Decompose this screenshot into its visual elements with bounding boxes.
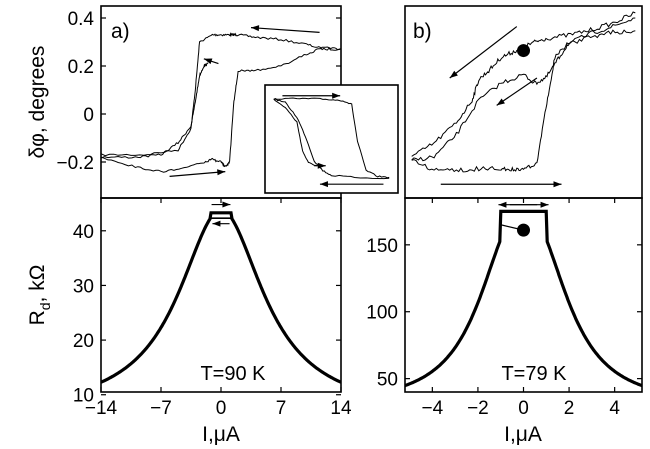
panel-c-ytick-label: 30 (73, 276, 94, 297)
panel-d-arrow-0-head (540, 201, 549, 208)
inset-arrow-2-head (317, 162, 326, 169)
inset-series-0 (273, 97, 390, 179)
panel-d-xtick-label: −4 (422, 398, 444, 419)
panel-d-xtick-label: 0 (518, 398, 529, 419)
inset-series-2 (273, 98, 318, 167)
panel-b-arrow-0-head (449, 70, 458, 78)
panel-c-xtick-label: 7 (276, 398, 287, 419)
panel-d-marker-0 (517, 223, 530, 237)
xlabel-right: I,μA (504, 423, 542, 446)
ylabel-phase: δφ, degrees (26, 46, 49, 159)
inset-arrow-0 (282, 92, 341, 99)
panel-d-xtick-label: 4 (609, 398, 620, 419)
panel-a-arrow-0-shaft (250, 27, 320, 33)
panel-a-ytick-label: −0.2 (56, 153, 94, 174)
xlabel-left: I,μA (202, 423, 240, 446)
panel-b-marker-0 (517, 44, 530, 58)
panel-d-xtick-label: −2 (467, 398, 489, 419)
inset-series-1 (273, 98, 390, 180)
panel-b-arrow-1 (496, 77, 538, 106)
ylabel-resistance: Rd, kΩ (26, 265, 53, 326)
panel-a-ytick-label: 0.2 (68, 57, 94, 78)
panel-a-arrow-2 (203, 58, 219, 65)
panel-a-series-1 (100, 46, 342, 173)
panel-a-series-2 (100, 62, 209, 159)
panel-c-xtick-label: 14 (330, 398, 352, 419)
panel-a-arrow-0-head (251, 25, 260, 32)
panel-b-arrow-2 (440, 181, 562, 188)
panel-b-label: b) (413, 20, 432, 43)
panel-b-arrow-2-head (553, 181, 562, 188)
inset-arrow-2 (314, 162, 326, 169)
panel-a-arrow-0 (250, 25, 320, 33)
panel-b-arrow-1-shaft (496, 77, 538, 106)
panel-b-series-1 (411, 29, 636, 173)
inset-arrow-1 (319, 181, 384, 188)
inset-plot-layer (273, 92, 390, 188)
panel-d-frame (404, 197, 643, 393)
panel-c-arrow-1-head (212, 220, 221, 227)
temperature-annotation-left: T=90 K (200, 363, 266, 385)
panel-d-curve (404, 209, 643, 388)
panel-c-ytick-label: 40 (73, 222, 94, 243)
panel-a-arrow-1-head (217, 169, 226, 176)
panel-b-series-2 (411, 17, 636, 162)
panel-b-series-0 (411, 11, 636, 157)
temperature-annotation-right: T=79 K (501, 363, 567, 385)
panel-c-frame (100, 197, 342, 393)
panel-c-arrow-0-head (222, 201, 231, 208)
panel-c-xtick-label: 0 (216, 398, 227, 419)
panel-a-ytick-label: 0.4 (68, 9, 95, 30)
panel-a-ytick-label: 0 (83, 105, 94, 126)
panel-c-arrow-1 (212, 220, 230, 227)
panel-c-xtick-label: −14 (85, 398, 118, 419)
panel-a-arrow-1 (169, 169, 226, 177)
panel-a-series-0 (100, 32, 342, 157)
panel-d-ytick-label: 100 (366, 303, 398, 324)
panel-a-arrow-2-head (203, 58, 213, 65)
panel-c-ytick-label: 10 (73, 386, 94, 407)
panel-c-curve (100, 211, 342, 384)
panel-b-arrow-0 (449, 26, 518, 79)
panel-c-ytick-label: 20 (73, 331, 94, 352)
panel-a-label: a) (111, 20, 130, 43)
panel-b-arrow-1-head (496, 98, 505, 106)
panel-b-arrow-0-shaft (449, 26, 518, 79)
panel-c-arrow-0 (211, 201, 231, 208)
panel-c-xtick-label: −7 (150, 398, 172, 419)
panel-a-arrow-1-shaft (169, 171, 226, 177)
panel-d-arrow-1-head (498, 201, 507, 208)
panel-d-xtick-label: 2 (564, 398, 575, 419)
panel-d-arrow-1 (498, 201, 538, 208)
inset-frame (264, 84, 399, 194)
inset-arrow-0-head (332, 92, 341, 99)
panel-d-ytick-label: 150 (366, 236, 398, 257)
panel-d-ytick-label: 50 (377, 370, 398, 391)
inset-arrow-1-head (319, 181, 328, 188)
